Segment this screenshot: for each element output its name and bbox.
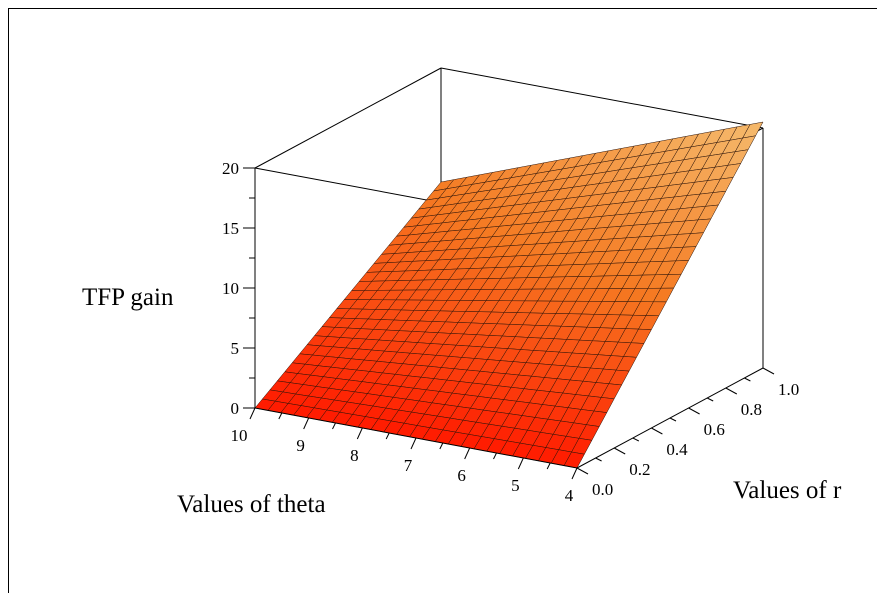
r-tick-label: 0.0 xyxy=(592,480,613,499)
y-axis-title: Values of r xyxy=(733,477,842,504)
theta-tick-label: 7 xyxy=(404,456,413,475)
theta-axis-tick xyxy=(464,447,471,460)
theta-axis-minor-tick xyxy=(493,452,497,460)
theta-tick-label: 10 xyxy=(231,426,248,445)
z-tick-label: 20 xyxy=(222,159,239,178)
r-tick-label: 0.2 xyxy=(629,460,650,479)
theta-tick-label: 6 xyxy=(457,466,466,485)
r-tick-label: 0.4 xyxy=(666,440,688,459)
theta-axis-tick xyxy=(356,427,363,440)
r-axis-minor-tick xyxy=(632,437,640,442)
z-tick-label: 10 xyxy=(222,279,239,298)
axes: 0 5 10 15 20 10 9 8 7 6 5 4 0.0 0.2 0.4 0.6 0.8 1.0 xyxy=(222,159,799,505)
r-axis-minor-tick xyxy=(595,457,602,462)
chart-frame xyxy=(8,8,877,593)
z-tick-label: 5 xyxy=(231,339,240,358)
r-axis-tick xyxy=(576,467,589,475)
r-axis-tick xyxy=(688,407,700,415)
theta-axis-minor-tick xyxy=(278,412,283,420)
x-axis-title: Values of theta xyxy=(177,491,326,518)
theta-tick-label: 9 xyxy=(296,436,305,455)
theta-axis-minor-tick xyxy=(546,462,551,470)
r-axis-tick xyxy=(762,367,775,375)
r-axis-tick xyxy=(651,427,663,435)
box-edge-top-back xyxy=(440,67,764,129)
r-axis-minor-tick xyxy=(669,417,677,422)
theta-axis-minor-tick xyxy=(332,422,336,430)
z-tick-label: 0 xyxy=(231,399,240,418)
theta-tick-label: 4 xyxy=(565,486,574,505)
z-axis-title: TFP gain xyxy=(82,284,174,311)
theta-axis-minor-tick xyxy=(385,432,390,440)
theta-tick-label: 5 xyxy=(511,476,520,495)
tfp-surface xyxy=(254,121,764,469)
r-tick-label: 0.6 xyxy=(704,420,725,439)
theta-axis-tick xyxy=(303,417,310,430)
r-axis-tick xyxy=(613,447,626,455)
theta-axis-minor-tick xyxy=(439,442,444,450)
r-tick-label: 0.8 xyxy=(741,400,762,419)
theta-axis-tick xyxy=(249,407,256,420)
r-tick-label: 1.0 xyxy=(778,380,799,399)
theta-tick-label: 8 xyxy=(350,446,359,465)
box-edge-top-left xyxy=(254,67,442,169)
r-axis-tick xyxy=(725,387,738,395)
theta-axis-tick xyxy=(517,457,524,470)
r-axis-minor-tick xyxy=(744,377,751,382)
theta-axis-tick xyxy=(571,467,578,480)
r-axis-minor-tick xyxy=(706,397,714,402)
z-tick-label: 15 xyxy=(222,219,239,238)
theta-axis-tick xyxy=(410,437,417,450)
